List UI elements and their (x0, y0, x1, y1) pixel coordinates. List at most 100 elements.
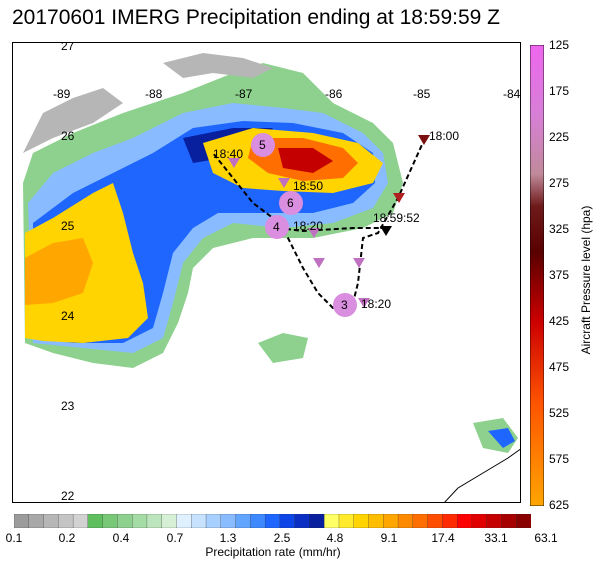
marker-circle-5 (251, 133, 275, 157)
colorbar-segment (72, 514, 89, 528)
precip-tick: 0.1 (5, 531, 23, 545)
marker-circle-4 (265, 215, 289, 239)
colorbar-segment (456, 514, 473, 528)
lat-label: 23 (61, 399, 75, 413)
colorbar-segment (397, 514, 414, 528)
rain-area-orange-w (25, 238, 93, 305)
pressure-tick: 525 (549, 406, 570, 420)
lon-label: -88 (145, 87, 163, 101)
pressure-tick: 625 (549, 498, 570, 512)
map-canvas (23, 53, 520, 502)
marker-circle-6 (279, 191, 303, 215)
pressure-tick: 375 (549, 268, 570, 282)
colorbar-segment (294, 514, 311, 528)
lon-label: -86 (325, 87, 343, 101)
rain-area-small-se-blue (488, 428, 515, 448)
colorbar-segment (117, 514, 133, 528)
precip-tick: 63.1 (534, 531, 558, 545)
time-label: 18:59:52 (373, 211, 420, 225)
colorbar-segment (442, 514, 458, 528)
flight-marker (418, 135, 430, 145)
precip-tick: 0.4 (112, 531, 130, 545)
flight-marker (228, 158, 240, 168)
precip-tick: 0.7 (166, 531, 184, 545)
colorbar-segment (161, 514, 178, 528)
precip-colorbar (14, 514, 531, 528)
precip-tick: 2.5 (273, 531, 291, 545)
time-label: 18:50 (293, 179, 324, 193)
rain-area-red-ne (278, 148, 333, 173)
pressure-tick: 325 (549, 222, 570, 236)
pressure-tick: 275 (549, 176, 570, 190)
rain-area-small-green (258, 333, 308, 363)
time-label: 18:00 (429, 129, 460, 143)
colorbar-segment (324, 514, 340, 528)
colorbar-segment (220, 514, 237, 528)
colorbar-segment (412, 514, 429, 528)
colorbar-segment (87, 514, 104, 528)
marker-label: 4 (273, 220, 280, 234)
pressure-tick: 175 (549, 84, 570, 98)
precip-tick: 33.1 (484, 531, 508, 545)
pressure-title: Aircraft Pressure level (hpa) (579, 205, 593, 355)
pressure-tick: 575 (549, 452, 570, 466)
colorbar-segment (58, 514, 74, 528)
precip-title: Precipitation rate (mm/hr) (205, 545, 341, 559)
colorbar-segment (205, 514, 222, 528)
precip-tick: 0.2 (58, 531, 76, 545)
colorbar-segment (309, 514, 325, 528)
colorbar-segment (235, 514, 251, 528)
pressure-tick: 475 (549, 360, 570, 374)
flight-marker (278, 178, 290, 188)
rain-area-gray2 (163, 53, 273, 78)
marker-label: 5 (259, 138, 266, 152)
flight-marker (380, 226, 392, 236)
precip-tick: 9.1 (380, 531, 398, 545)
pressure-tick: 225 (549, 130, 570, 144)
colorbar-segment (279, 514, 296, 528)
colorbar-segment (146, 514, 163, 528)
colorbar-segment (338, 514, 355, 528)
colorbar-segment (132, 514, 148, 528)
precip-tick: 17.4 (431, 531, 455, 545)
colorbar-segment (383, 514, 399, 528)
pressure-tick: 125 (549, 38, 570, 52)
colorbar-segment (191, 514, 207, 528)
marker-circle-3 (333, 293, 357, 317)
marker-label: 6 (287, 196, 294, 210)
colorbar-segment (486, 514, 503, 528)
time-label: 18:40 (213, 147, 244, 161)
time-label: 18:20 (293, 219, 324, 233)
precip-tick: 1.3 (219, 531, 237, 545)
colorbar-segment (176, 514, 192, 528)
flight-marker (308, 228, 320, 238)
flight-marker (393, 193, 405, 203)
precipitation-map: -89 -88 -87 -86 -85 -84 27 26 25 24 23 2… (12, 42, 521, 503)
colorbar-segment (28, 514, 45, 528)
lon-label: -85 (413, 87, 431, 101)
lat-label: 27 (61, 42, 75, 53)
colorbar-segment (501, 514, 517, 528)
flight-track (212, 137, 426, 310)
pressure-colorbar (530, 45, 544, 506)
colorbar-segment (471, 514, 488, 528)
colorbar-segment (14, 514, 30, 528)
marker-label: 3 (341, 298, 348, 312)
colorbar-segment (353, 514, 370, 528)
lon-label: -89 (53, 87, 71, 101)
page-title: 20170601 IMERG Precipitation ending at 1… (12, 6, 500, 29)
colorbar-segment (264, 514, 281, 528)
lat-label: 22 (61, 489, 75, 503)
lon-label: -84 (503, 87, 521, 101)
colorbar-segment (43, 514, 59, 528)
flight-track-2 (277, 227, 385, 233)
pressure-tick: 425 (549, 314, 570, 328)
time-label: 18:20 (361, 297, 392, 311)
lon-label: -87 (235, 87, 253, 101)
flight-marker (353, 258, 365, 268)
rain-area-gray (23, 88, 123, 153)
precip-tick: 4.8 (326, 531, 344, 545)
colorbar-segment (102, 514, 119, 528)
colorbar-segment (516, 514, 531, 528)
flight-marker (358, 298, 370, 308)
